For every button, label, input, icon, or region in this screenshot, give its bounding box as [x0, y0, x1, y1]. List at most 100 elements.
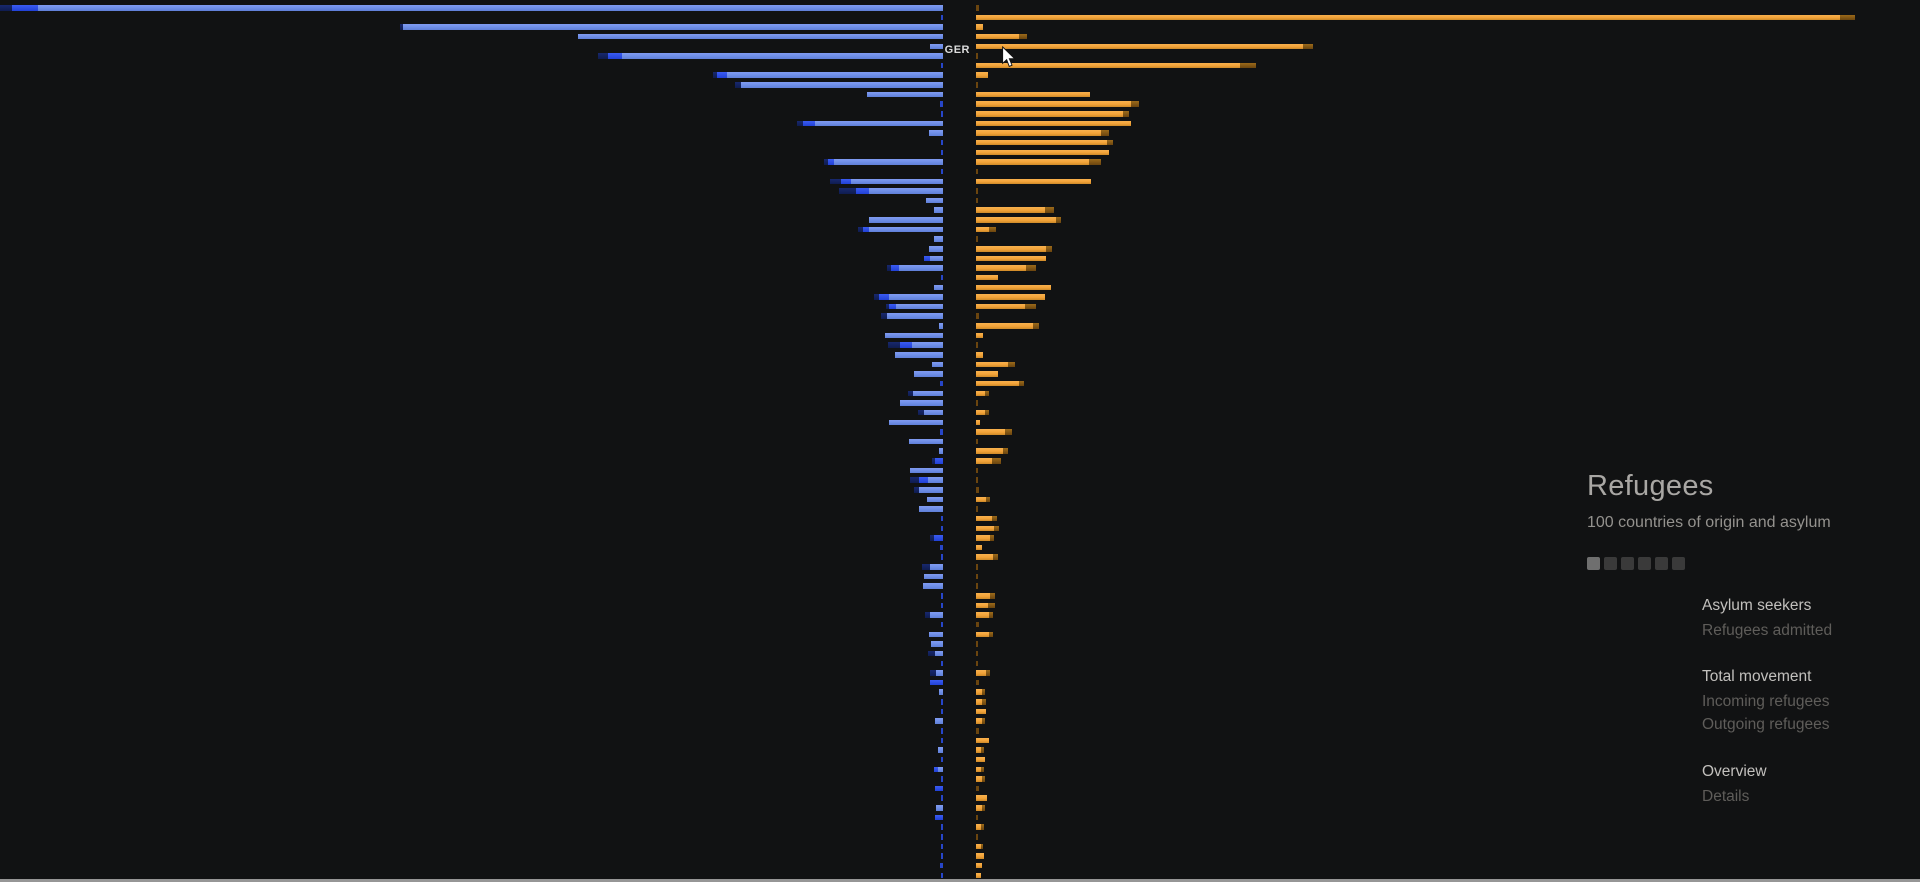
bar-left-row-48[interactable]	[932, 458, 943, 464]
pager-square-3[interactable]	[1621, 557, 1634, 570]
bar-right-row-26[interactable]	[976, 246, 1052, 252]
bar-left-row-2[interactable]	[941, 14, 943, 21]
bar-right-row-3[interactable]	[976, 24, 983, 30]
bar-left-row-49[interactable]	[910, 467, 943, 474]
bar-left-row-74[interactable]	[941, 708, 943, 715]
bar-right-row-31[interactable]	[976, 294, 1045, 300]
bar-right-row-41[interactable]	[976, 390, 989, 397]
bar-left-row-61[interactable]	[923, 583, 943, 589]
bar-right-row-38[interactable]	[976, 361, 1015, 368]
bar-right-row-89[interactable]	[976, 853, 984, 859]
bar-left-row-9[interactable]	[735, 82, 943, 88]
bar-left-row-25[interactable]	[934, 236, 943, 242]
bar-left-row-31[interactable]	[874, 294, 943, 300]
bar-right-row-50[interactable]	[976, 477, 978, 483]
bar-left-row-44[interactable]	[889, 419, 943, 426]
bar-right-row-67[interactable]	[976, 641, 978, 647]
bar-right-row-11[interactable]	[976, 101, 1139, 107]
bar-left-row-83[interactable]	[941, 795, 943, 801]
pager-square-5[interactable]	[1655, 557, 1668, 570]
bar-right-row-57[interactable]	[976, 544, 982, 551]
bar-left-row-40[interactable]	[940, 380, 943, 387]
bar-right-row-78[interactable]	[976, 747, 984, 753]
bar-left-row-36[interactable]	[888, 342, 943, 348]
bar-left-row-13[interactable]	[797, 120, 943, 127]
bar-right-row-29[interactable]	[976, 274, 998, 281]
bar-left-row-73[interactable]	[941, 699, 943, 705]
bar-right-row-73[interactable]	[976, 699, 986, 705]
bar-left-row-80[interactable]	[934, 766, 943, 773]
bar-right-row-55[interactable]	[976, 525, 999, 532]
bar-right-row-44[interactable]	[976, 419, 980, 426]
bar-right-row-46[interactable]	[976, 438, 978, 445]
bar-right-row-6[interactable]	[976, 53, 978, 59]
bar-left-row-84[interactable]	[936, 805, 943, 811]
bar-right-row-22[interactable]	[976, 207, 1054, 213]
bar-left-row-4[interactable]	[578, 33, 943, 40]
bar-left-row-67[interactable]	[931, 641, 943, 647]
bar-right-row-66[interactable]	[976, 631, 993, 638]
bar-left-row-76[interactable]	[941, 728, 943, 734]
bar-left-row-38[interactable]	[932, 361, 943, 368]
pager-square-2[interactable]	[1604, 557, 1617, 570]
bar-right-row-5[interactable]	[976, 43, 1313, 50]
bar-left-row-54[interactable]	[941, 515, 943, 522]
bar-left-row-34[interactable]	[939, 323, 943, 329]
pager-square-4[interactable]	[1638, 557, 1651, 570]
bar-right-row-75[interactable]	[976, 718, 985, 724]
bar-left-row-24[interactable]	[858, 226, 943, 233]
bar-left-row-75[interactable]	[935, 718, 943, 724]
bar-left-row-17[interactable]	[824, 159, 943, 165]
pager-square-6[interactable]	[1672, 557, 1685, 570]
bar-left-row-50[interactable]	[910, 477, 943, 483]
bar-right-row-79[interactable]	[976, 756, 985, 763]
pager-square-1[interactable]	[1587, 557, 1600, 570]
bar-left-row-19[interactable]	[830, 178, 943, 185]
bar-left-row-81[interactable]	[941, 776, 943, 782]
bar-left-row-71[interactable]	[930, 679, 943, 686]
menu-item-asylum-seekers[interactable]: Asylum seekers	[1702, 597, 1812, 614]
bar-right-row-37[interactable]	[976, 352, 983, 358]
bar-right-row-47[interactable]	[976, 448, 1008, 454]
bar-right-row-85[interactable]	[976, 814, 978, 821]
bar-right-row-45[interactable]	[976, 429, 1012, 435]
bar-left-row-15[interactable]	[941, 139, 943, 146]
bar-right-row-71[interactable]	[976, 679, 979, 686]
bar-left-row-23[interactable]	[869, 217, 943, 223]
bar-left-row-58[interactable]	[941, 554, 943, 560]
bar-left-row-1[interactable]	[0, 5, 943, 11]
bar-left-row-79[interactable]	[941, 756, 943, 763]
bar-right-row-91[interactable]	[976, 872, 981, 879]
bar-right-row-40[interactable]	[976, 380, 1024, 387]
bar-left-row-10[interactable]	[867, 91, 943, 98]
bar-right-row-49[interactable]	[976, 467, 978, 474]
bar-right-row-32[interactable]	[976, 303, 1036, 310]
bar-right-row-43[interactable]	[976, 409, 989, 416]
bar-right-row-80[interactable]	[976, 766, 984, 773]
bar-left-row-78[interactable]	[938, 747, 943, 753]
bar-right-row-18[interactable]	[976, 168, 978, 175]
bar-left-row-47[interactable]	[939, 448, 943, 454]
bar-right-row-84[interactable]	[976, 805, 985, 811]
bar-left-row-29[interactable]	[941, 274, 943, 281]
bar-left-row-43[interactable]	[918, 409, 943, 416]
bar-right-row-36[interactable]	[976, 342, 978, 348]
menu-item-total-movement[interactable]: Total movement	[1702, 668, 1812, 685]
bar-right-row-7[interactable]	[976, 62, 1256, 69]
bar-left-row-77[interactable]	[941, 737, 943, 744]
bar-left-row-46[interactable]	[909, 438, 943, 445]
bar-right-row-52[interactable]	[976, 496, 990, 503]
bar-left-row-37[interactable]	[895, 352, 943, 358]
bar-right-row-21[interactable]	[976, 197, 978, 204]
bar-right-row-35[interactable]	[976, 332, 983, 339]
bar-right-row-81[interactable]	[976, 776, 985, 782]
bar-right-row-15[interactable]	[976, 139, 1113, 146]
bar-left-row-69[interactable]	[941, 660, 943, 667]
bar-right-row-74[interactable]	[976, 708, 986, 715]
bar-left-row-82[interactable]	[935, 785, 943, 792]
bar-left-row-3[interactable]	[400, 24, 943, 30]
bar-right-row-28[interactable]	[976, 265, 1036, 271]
bar-right-row-86[interactable]	[976, 824, 984, 830]
bar-left-row-18[interactable]	[941, 168, 943, 175]
bar-right-row-88[interactable]	[976, 843, 983, 850]
